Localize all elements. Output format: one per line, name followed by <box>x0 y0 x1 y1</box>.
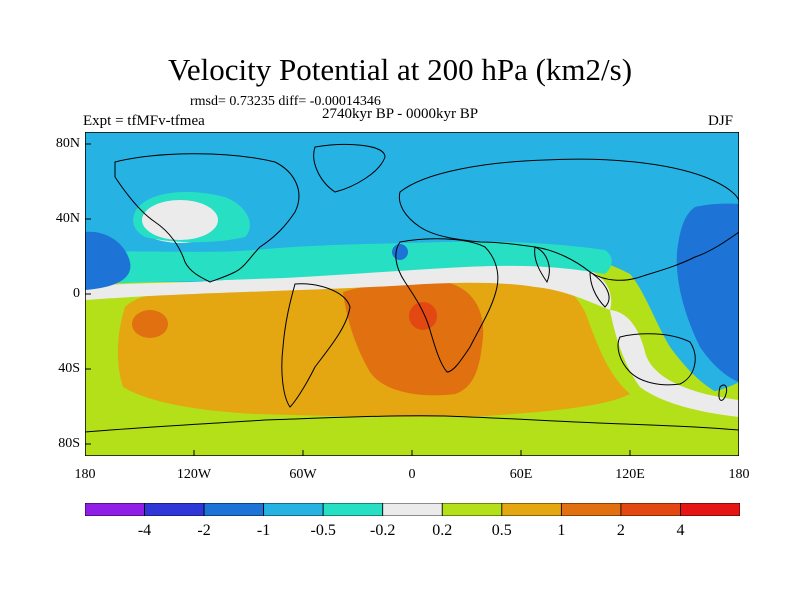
plot-title: Velocity Potential at 200 hPa (km2/s) <box>167 52 633 87</box>
colorbar <box>85 503 740 516</box>
field-blue-atlantic <box>392 244 408 260</box>
colorbar-label: 0.2 <box>432 522 453 539</box>
colorbar-label: 2 <box>616 522 625 539</box>
lat-label: 80N <box>55 136 80 151</box>
field-gray-npacific-inner <box>142 200 218 240</box>
colorbar-cell <box>322 503 384 516</box>
field-gray-indian <box>610 310 739 417</box>
colorbar-cell <box>501 503 562 516</box>
velocity-potential-map <box>85 132 739 456</box>
colorbar-label: 1 <box>557 522 566 539</box>
field-red-core <box>409 302 437 330</box>
field-dark-orange-region <box>343 281 484 396</box>
colorbar-cell <box>680 503 740 516</box>
field-dark-orange-pacific <box>132 310 168 338</box>
lat-label: 80S <box>58 436 80 451</box>
experiment-label: Expt = tfMFv-tfmea <box>83 113 205 129</box>
colorbar-cell <box>85 503 145 516</box>
colorbar-cell <box>203 503 265 516</box>
colorbar-label: 0.5 <box>491 522 512 539</box>
season-label: DJF <box>708 113 734 129</box>
colorbar-cell <box>560 503 622 516</box>
colorbar-label: -0.2 <box>370 522 396 539</box>
field-teal-band <box>85 241 612 284</box>
field-blue-epacific <box>85 231 131 290</box>
field-gray-equatorial <box>85 260 612 310</box>
colorbar-cell <box>441 503 503 516</box>
stats-text: rmsd= 0.73235 diff= -0.00014346 <box>190 94 381 109</box>
coastlines <box>85 143 739 433</box>
lon-label: 0 <box>408 467 416 482</box>
lon-label: 60W <box>289 467 317 482</box>
lat-label: 40S <box>58 361 80 376</box>
colorbar-label: -1 <box>256 522 271 539</box>
lon-label: 180 <box>74 467 96 482</box>
lon-label: 180 <box>728 467 750 482</box>
colorbar-cell <box>263 503 324 516</box>
period-label: 2740kyr BP - 0000kyr BP <box>322 106 479 122</box>
colorbar-cell <box>382 503 443 516</box>
colorbar-cell <box>144 503 205 516</box>
colorbar-cell <box>620 503 681 516</box>
lat-label: 0 <box>73 286 80 301</box>
lon-label: 60E <box>509 467 533 482</box>
colorbar-label: -0.5 <box>310 522 336 539</box>
colorbar-label: -2 <box>197 522 211 539</box>
lon-label: 120W <box>176 467 212 482</box>
colorbar-label: 4 <box>676 522 685 539</box>
colorbar-label: -4 <box>137 522 152 539</box>
lon-label: 120E <box>615 467 645 482</box>
field-blue-wpacific <box>676 203 739 382</box>
lat-label: 40N <box>55 211 80 226</box>
